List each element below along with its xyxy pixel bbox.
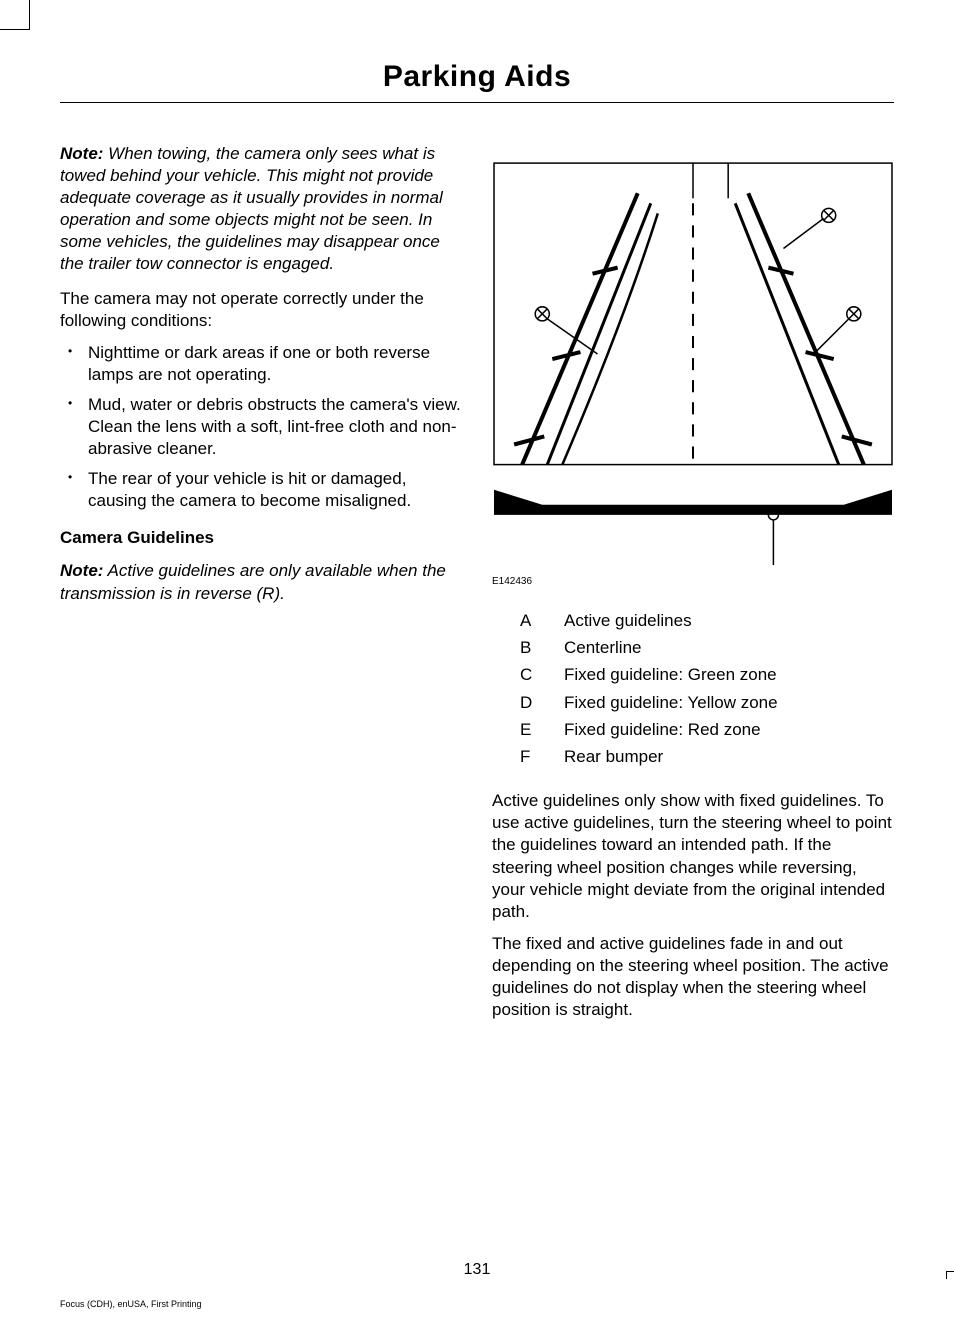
note-2: Note: Active guidelines are only availab… — [60, 560, 462, 604]
footer-text: Focus (CDH), enUSA, First Printing — [60, 1299, 202, 1309]
camera-intro: The camera may not operate correctly und… — [60, 288, 462, 332]
legend-list: AActive guidelines BCenterline CFixed gu… — [492, 607, 894, 770]
legend-item: FRear bumper — [492, 743, 894, 770]
legend-text: Active guidelines — [564, 607, 692, 634]
legend-letter: F — [520, 743, 564, 770]
legend-text: Centerline — [564, 634, 642, 661]
active-guidelines-para2: The fixed and active guidelines fade in … — [492, 933, 894, 1021]
left-column: Note: When towing, the camera only sees … — [60, 143, 462, 1031]
note-1-text: When towing, the camera only sees what i… — [60, 144, 443, 273]
figure-code: E142436 — [492, 576, 894, 587]
legend-item: CFixed guideline: Green zone — [492, 661, 894, 688]
list-item: Nighttime or dark areas if one or both r… — [60, 342, 462, 386]
legend-letter: D — [520, 689, 564, 716]
note-1: Note: When towing, the camera only sees … — [60, 143, 462, 276]
legend-item: AActive guidelines — [492, 607, 894, 634]
legend-letter: E — [520, 716, 564, 743]
legend-text: Rear bumper — [564, 743, 663, 770]
right-column: E142436 AActive guidelines BCenterline C… — [492, 143, 894, 1031]
page-number: 131 — [0, 1261, 954, 1279]
legend-text: Fixed guideline: Red zone — [564, 716, 761, 743]
note-1-label: Note: — [60, 144, 103, 163]
active-guidelines-para1: Active guidelines only show with fixed g… — [492, 790, 894, 923]
legend-item: EFixed guideline: Red zone — [492, 716, 894, 743]
camera-guidelines-heading: Camera Guidelines — [60, 528, 462, 548]
legend-letter: B — [520, 634, 564, 661]
legend-letter: C — [520, 661, 564, 688]
page-header: Parking Aids — [60, 60, 894, 103]
note-2-label: Note: — [60, 561, 103, 580]
conditions-list: Nighttime or dark areas if one or both r… — [60, 342, 462, 513]
legend-item: DFixed guideline: Yellow zone — [492, 689, 894, 716]
content-columns: Note: When towing, the camera only sees … — [60, 143, 894, 1031]
legend-item: BCenterline — [492, 634, 894, 661]
legend-text: Fixed guideline: Yellow zone — [564, 689, 778, 716]
camera-guidelines-diagram — [492, 143, 894, 565]
legend-text: Fixed guideline: Green zone — [564, 661, 777, 688]
list-item: The rear of your vehicle is hit or damag… — [60, 468, 462, 512]
list-item: Mud, water or debris obstructs the camer… — [60, 394, 462, 460]
legend-letter: A — [520, 607, 564, 634]
page-title: Parking Aids — [60, 60, 894, 94]
note-2-text: Active guidelines are only available whe… — [60, 561, 446, 602]
page-container: Parking Aids Note: When towing, the came… — [0, 0, 954, 1329]
